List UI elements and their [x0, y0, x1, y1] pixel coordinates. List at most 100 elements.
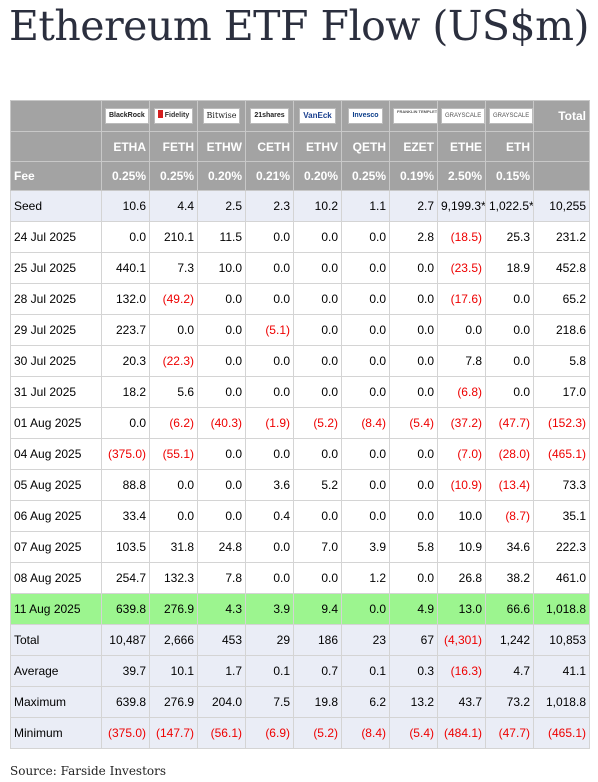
- flow-cell: 0.0: [101, 221, 150, 253]
- flow-cell: (18.5): [437, 221, 486, 253]
- flow-cell: (13.4): [485, 469, 534, 501]
- flow-cell: 276.9: [149, 686, 198, 718]
- flow-cell: 132.3: [149, 562, 198, 594]
- flow-cell: 0.0: [293, 252, 342, 284]
- flow-cell: 3.9: [245, 593, 294, 625]
- flow-cell: (7.0): [437, 438, 486, 470]
- fee-cell: 2.50%: [437, 161, 486, 191]
- ticker-cell: ETHV: [293, 131, 342, 162]
- fee-cell: 0.15%: [485, 161, 534, 191]
- flow-cell: 276.9: [149, 593, 198, 625]
- row-total-cell: 41.1: [533, 655, 590, 687]
- flow-cell: 88.8: [101, 469, 150, 501]
- flow-cell: 1,242: [485, 624, 534, 656]
- flow-cell: 25.3: [485, 221, 534, 253]
- flow-cell: 2.5: [197, 190, 246, 222]
- row-total-cell: 222.3: [533, 531, 590, 563]
- flow-cell: 0.0: [197, 345, 246, 377]
- row-total-cell: 10,255: [533, 190, 590, 222]
- flow-cell: 0.0: [389, 562, 438, 594]
- flow-cell: (28.0): [485, 438, 534, 470]
- flow-cell: 33.4: [101, 500, 150, 532]
- flow-cell: 0.0: [245, 283, 294, 315]
- flow-cell: 210.1: [149, 221, 198, 253]
- flow-cell: 223.7: [101, 314, 150, 346]
- row-label: Minimum: [10, 717, 102, 749]
- table-row: 08 Aug 2025 254.7 132.3 7.8 0.0 0.0 1.2 0.0 26.8…: [10, 562, 590, 594]
- flow-cell: 0.0: [293, 438, 342, 470]
- flow-cell: 9,199.3*: [437, 190, 486, 222]
- flow-cell: 0.0: [485, 314, 534, 346]
- ticker-cell: ETHW: [197, 131, 246, 162]
- ticker-cell: ETH: [485, 131, 534, 162]
- flow-cell: 0.0: [149, 469, 198, 501]
- row-total-cell: 5.8: [533, 345, 590, 377]
- flow-cell: (375.0): [101, 438, 150, 470]
- flow-cell: 0.0: [293, 345, 342, 377]
- flow-cell: 0.0: [341, 593, 390, 625]
- flow-cell: 0.0: [245, 562, 294, 594]
- flow-cell: 0.0: [389, 469, 438, 501]
- flow-cell: 0.0: [341, 221, 390, 253]
- table-row: 31 Jul 2025 18.2 5.6 0.0 0.0 0.0 0.0 0.0 (6.8) 0.…: [10, 376, 590, 408]
- flow-cell: 0.0: [197, 283, 246, 315]
- flow-cell: 0.0: [245, 221, 294, 253]
- flow-cell: 1,022.5*: [485, 190, 534, 222]
- flow-cell: 0.0: [341, 283, 390, 315]
- flow-cell: 440.1: [101, 252, 150, 284]
- flow-cell: 1.7: [197, 655, 246, 687]
- row-label: 05 Aug 2025: [10, 469, 102, 501]
- flow-cell: 23: [341, 624, 390, 656]
- flow-cell: 0.0: [341, 314, 390, 346]
- ticker-cell: EZET: [389, 131, 438, 162]
- flow-cell: 1.2: [341, 562, 390, 594]
- flow-cell: 0.0: [389, 252, 438, 284]
- flow-cell: 0.0: [197, 469, 246, 501]
- flow-cell: 0.0: [341, 345, 390, 377]
- fee-row: Fee 0.25% 0.25% 0.20% 0.21% 0.20% 0.25% …: [10, 161, 590, 191]
- row-total-cell: 73.3: [533, 469, 590, 501]
- summary-row: Average 39.7 10.1 1.7 0.1 0.7 0.1 0.3 (16.3) 4.7 4…: [10, 655, 590, 687]
- flow-cell: (56.1): [197, 717, 246, 749]
- row-label: 29 Jul 2025: [10, 314, 102, 346]
- row-total-cell: 65.2: [533, 283, 590, 315]
- flow-cell: 34.6: [485, 531, 534, 563]
- flow-cell: 0.0: [245, 438, 294, 470]
- row-label: Average: [10, 655, 102, 687]
- row-total-cell: 231.2: [533, 221, 590, 253]
- flow-cell: (147.7): [149, 717, 198, 749]
- row-label: 24 Jul 2025: [10, 221, 102, 253]
- flow-cell: 0.0: [485, 345, 534, 377]
- row-total-cell: (465.1): [533, 717, 590, 749]
- table-row: 05 Aug 2025 88.8 0.0 0.0 3.6 5.2 0.0 0.0 (10.9)(…: [10, 469, 590, 501]
- fee-cell: 0.20%: [197, 161, 246, 191]
- ticker-cell: ETHA: [101, 131, 150, 162]
- corner-cell: [10, 100, 102, 132]
- flow-cell: (5.2): [293, 407, 342, 439]
- flow-cell: 29: [245, 624, 294, 656]
- flow-cell: (5.2): [293, 717, 342, 749]
- source-note: Source: Farside Investors: [10, 764, 167, 778]
- fee-cell: 0.25%: [341, 161, 390, 191]
- flow-cell: 0.0: [389, 438, 438, 470]
- flow-cell: 18.9: [485, 252, 534, 284]
- flow-cell: 19.8: [293, 686, 342, 718]
- page-title: Ethereum ETF Flow (US$m): [9, 2, 589, 50]
- summary-row: Maximum 639.8 276.9 204.0 7.5 19.8 6.2 13.2 43.7…: [10, 686, 590, 718]
- flow-cell: (484.1): [437, 717, 486, 749]
- fee-label: Fee: [10, 161, 102, 191]
- invesco-logo: Invesco: [348, 108, 383, 124]
- flow-cell: 3.9: [341, 531, 390, 563]
- flow-cell: 0.0: [389, 500, 438, 532]
- row-label: 11 Aug 2025: [10, 593, 102, 625]
- row-total-cell: 218.6: [533, 314, 590, 346]
- flow-cell: 0.0: [341, 469, 390, 501]
- flow-cell: 9.4: [293, 593, 342, 625]
- flow-cell: 0.0: [293, 500, 342, 532]
- flow-cell: 67: [389, 624, 438, 656]
- flow-cell: 0.0: [149, 500, 198, 532]
- flow-cell: 4.4: [149, 190, 198, 222]
- flow-cell: 204.0: [197, 686, 246, 718]
- flow-cell: 20.3: [101, 345, 150, 377]
- ticker-cell: FETH: [149, 131, 198, 162]
